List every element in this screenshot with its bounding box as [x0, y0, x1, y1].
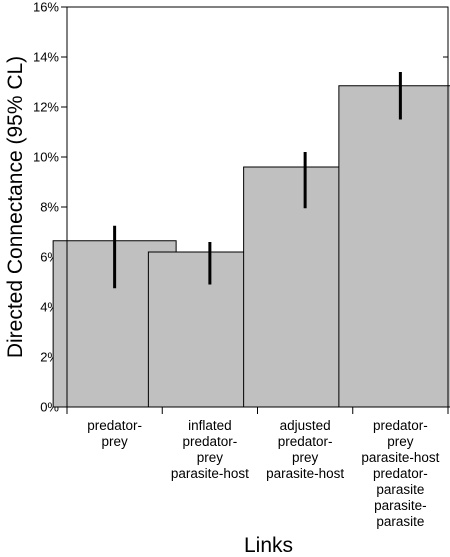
bars — [52, 85, 450, 408]
x-axis-ticks — [66, 407, 449, 414]
y-tick-label: 16% — [33, 0, 59, 15]
y-axis-title: Directed Connectance (95% CL) — [4, 56, 27, 358]
category-label: adjusted predator-prey parasite-host — [266, 418, 344, 481]
y-tick-label: 10% — [33, 150, 59, 165]
category-labels: predator-prey inflated predator-prey parasi… — [87, 418, 439, 529]
error-bars — [113, 72, 402, 289]
bar — [338, 85, 450, 408]
category-label: inflated predator-prey parasite-host — [171, 418, 249, 481]
y-tick-label: 14% — [33, 50, 59, 65]
category-label: predator-prey — [87, 418, 142, 449]
category-label: predator-prey parasite-host predator-paras… — [361, 418, 439, 529]
x-axis-title: Links — [244, 534, 293, 557]
y-tick-label: 8% — [40, 200, 59, 215]
plot-frame — [66, 6, 449, 408]
y-tick-label: 12% — [33, 100, 59, 115]
